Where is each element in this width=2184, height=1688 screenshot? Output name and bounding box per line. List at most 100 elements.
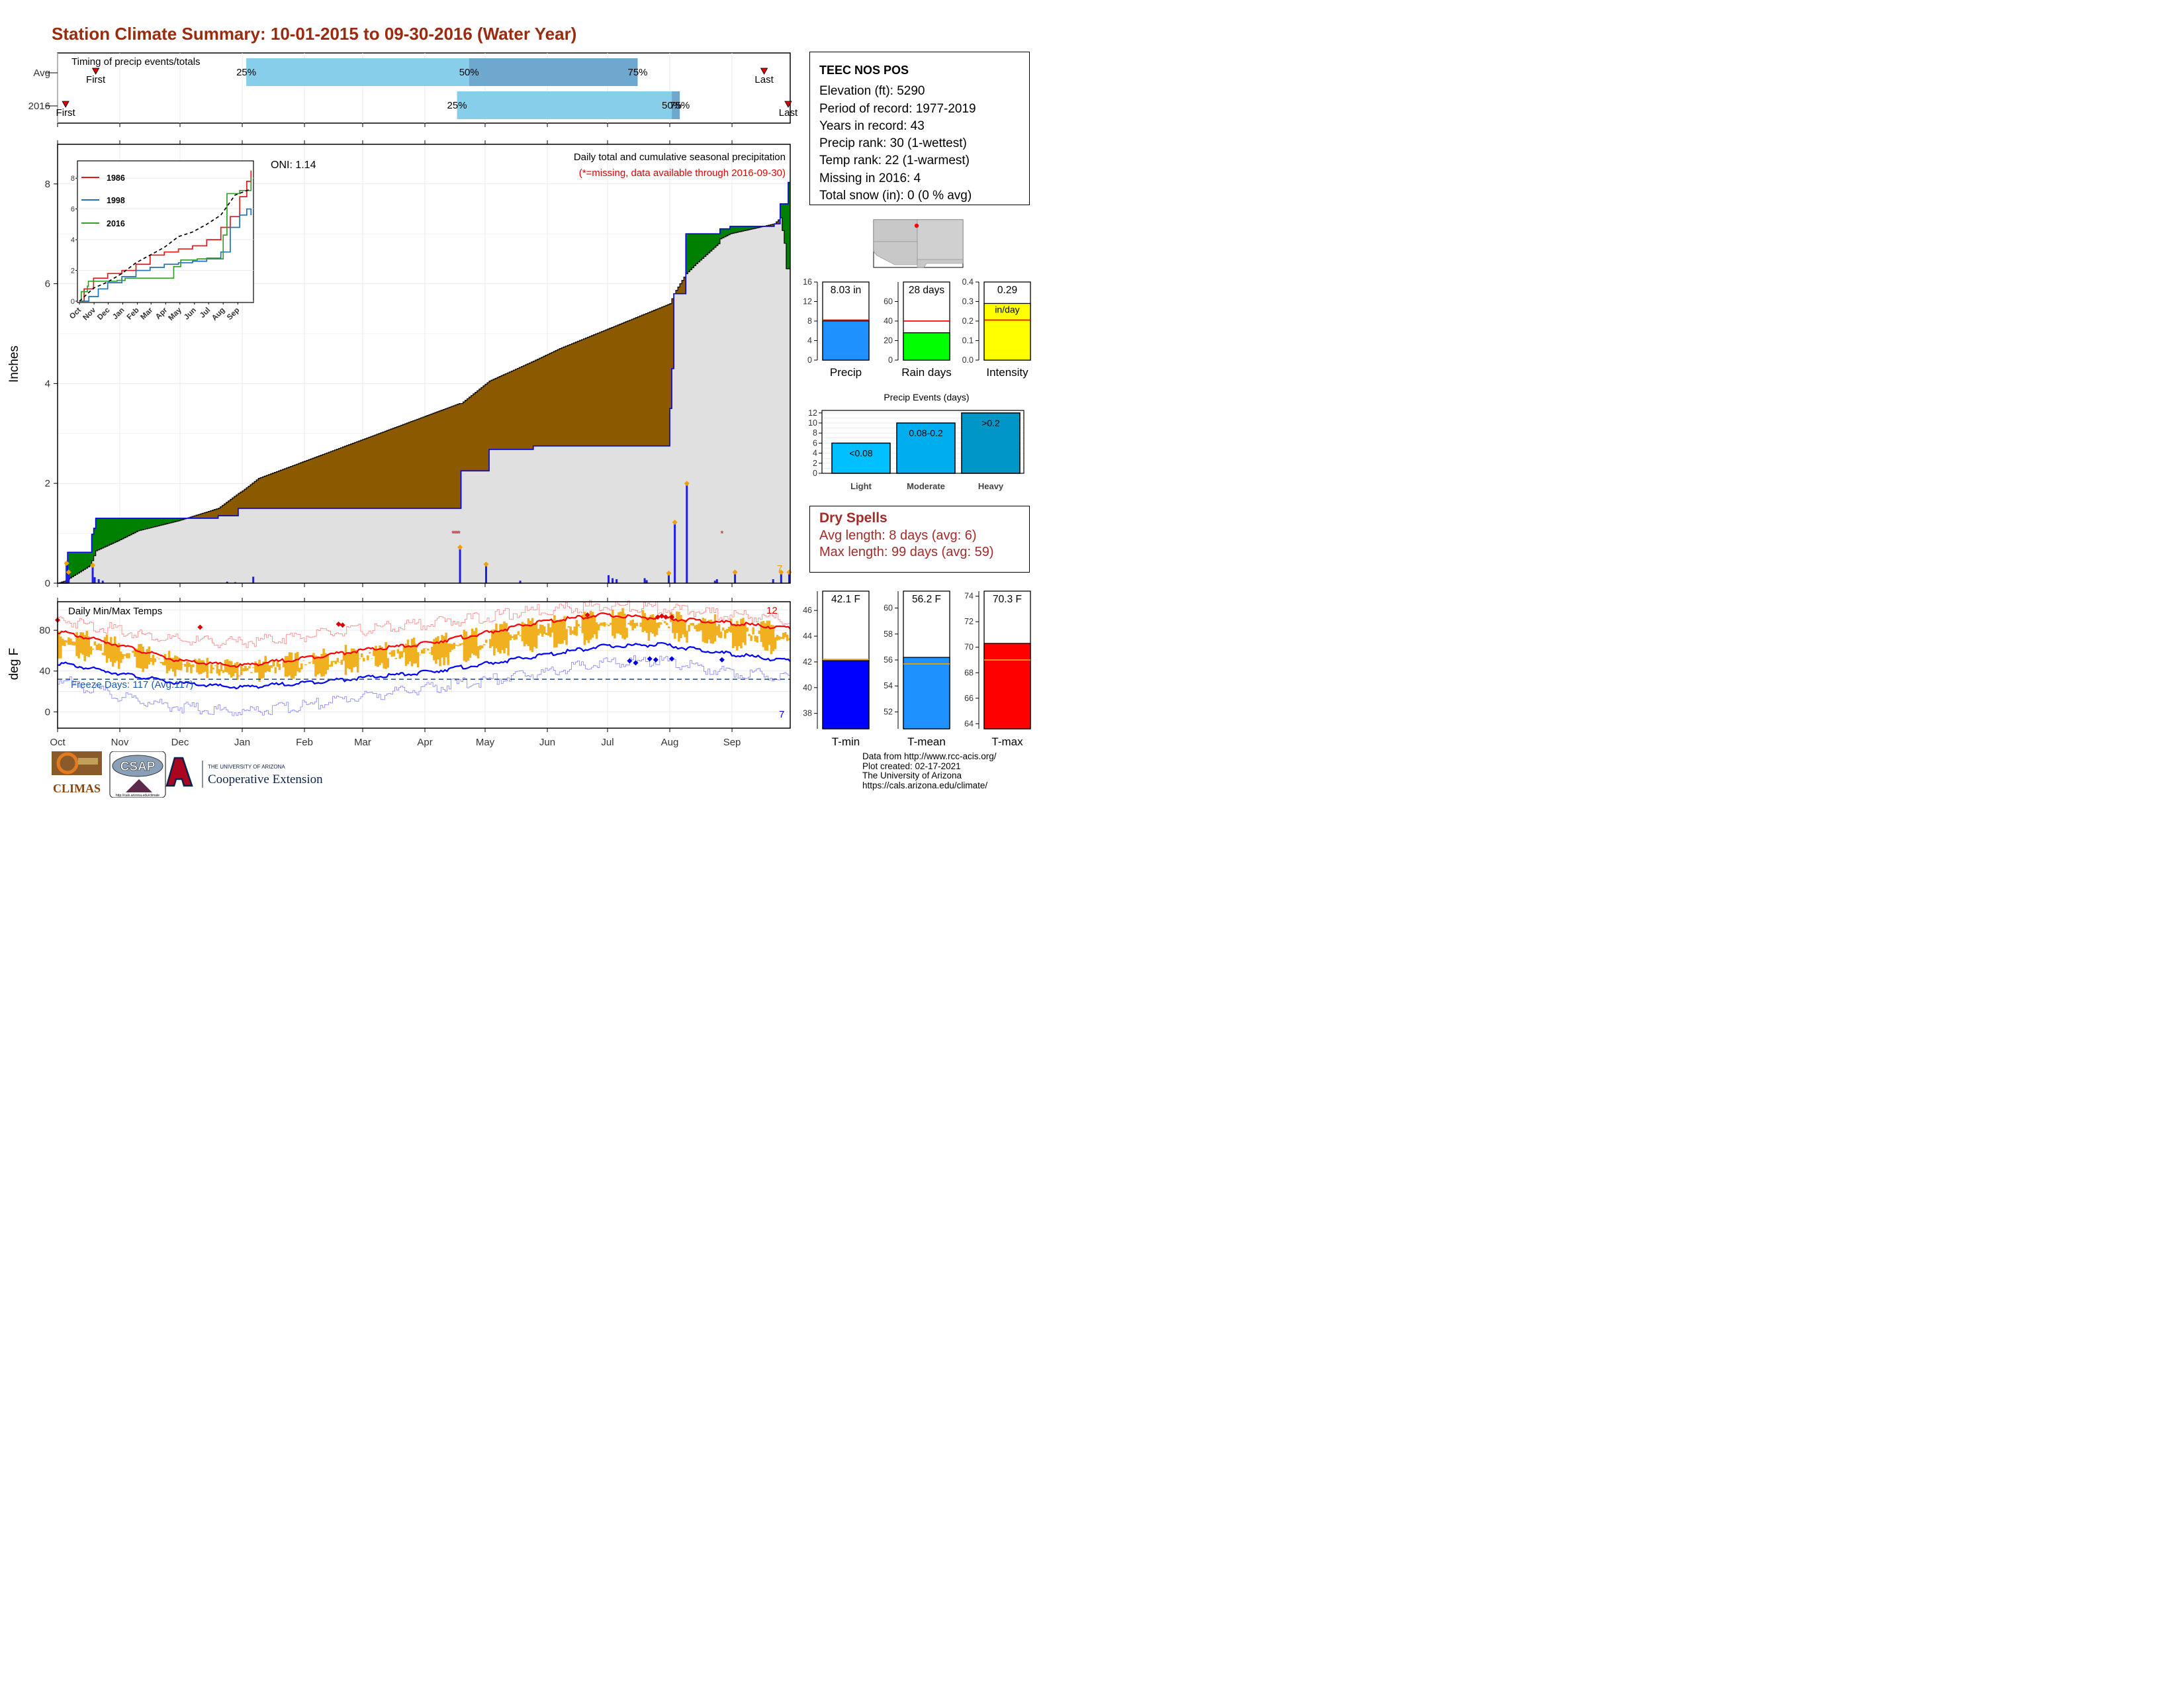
surplus-area (730, 226, 733, 234)
daily-temp-bar (758, 630, 761, 634)
daily-temp-bar (774, 637, 777, 649)
surplus-area (156, 518, 159, 527)
daily-temp-bar (521, 622, 524, 641)
record-low-marker (653, 657, 659, 663)
station-temp-rank: Temp rank: 22 (1-warmest) (819, 154, 970, 168)
deficit-area (451, 406, 453, 508)
deficit-area (336, 449, 340, 508)
daily-temp-bar (503, 621, 506, 653)
daily-temp-bar (220, 663, 223, 672)
surplus-area (132, 518, 134, 534)
daily-temp-bar (387, 658, 389, 668)
intensity-summary-ytick-label: 0.4 (962, 277, 974, 287)
deficit-area (485, 384, 488, 471)
daily-temp-bar (404, 643, 408, 667)
daily-temp-bar (623, 613, 626, 640)
daily-temp-bar (310, 661, 313, 663)
tmin-summary-ytick-label: 46 (803, 606, 812, 615)
daily-temp-bar (723, 630, 727, 639)
daily-temp-bar (371, 658, 373, 659)
deficit-area (260, 477, 263, 508)
deficit-area (381, 432, 383, 508)
daily-temp-bar (682, 620, 684, 635)
deficit-area (655, 309, 659, 446)
daily-temp-bar (627, 622, 630, 625)
daily-temp-bar (709, 620, 713, 644)
daily-temp-bar (320, 653, 323, 677)
temp-ylabel: deg F (7, 648, 21, 680)
deficit-area (667, 304, 670, 446)
deficit-area (216, 508, 219, 518)
daily-temp-bar (786, 634, 789, 641)
credit-date: Plot created: 02-17-2021 (862, 761, 961, 771)
daily-temp-bar (184, 663, 187, 667)
month-label: Sep (723, 737, 741, 748)
daily-temp-bar (778, 636, 781, 640)
daily-temp-bar (489, 639, 492, 649)
deficit-area (768, 225, 771, 226)
deficit-area (346, 445, 349, 508)
daily-temp-bar (593, 614, 596, 635)
daily-temp-bar (71, 641, 74, 645)
daily-temp-bar (414, 643, 418, 664)
credit-source: Data from http://www.rcc-acis.org/ (862, 751, 997, 761)
daily-temp-bar (97, 643, 101, 651)
daily-temp-bar (750, 635, 752, 641)
deficit-area (517, 368, 520, 449)
record-min-line (58, 655, 790, 716)
precip-summary-label: Precip (830, 366, 862, 379)
daily-temp-bar (727, 626, 731, 632)
surplus-area (690, 234, 692, 270)
precip-corner-count: 7 (777, 563, 782, 575)
daily-temp-bar (379, 645, 381, 665)
daily-temp-bar (563, 616, 566, 641)
temp-ytick-label: 40 (39, 666, 50, 677)
deficit-area (457, 404, 459, 508)
tmean-summary-ytick-label: 54 (884, 681, 893, 690)
credits: Data from http://www.rcc-acis.org/ Plot … (862, 751, 997, 790)
daily-temp-bar (400, 651, 404, 657)
surplus-area (688, 234, 690, 272)
deficit-area (422, 416, 426, 508)
surplus-area (702, 234, 704, 259)
deficit-area (369, 437, 371, 508)
daily-precip-bar (734, 572, 737, 583)
tmax-summary-bar (983, 643, 1031, 729)
station-elevation: Elevation (ft): 5290 (819, 84, 925, 99)
deficit-area (643, 314, 647, 446)
deficit-area (507, 373, 510, 449)
daily-temp-bar (244, 666, 247, 671)
daily-temp-bar (228, 661, 231, 675)
timing-avg-p50: 50% (459, 67, 479, 78)
deficit-area (567, 345, 570, 446)
daily-precip-bar (788, 572, 790, 583)
legend-1986: 1986 (107, 173, 125, 183)
daily-temp-bar (431, 646, 433, 655)
daily-temp-bar (194, 659, 197, 663)
daily-temp-bar (360, 653, 363, 657)
daily-temp-bar (212, 667, 215, 670)
daily-temp-bar (348, 651, 351, 670)
first-marker-avg (91, 68, 100, 75)
deficit-area (375, 435, 377, 508)
daily-temp-bar (342, 653, 345, 661)
daily-temp-bar (177, 657, 181, 671)
daily-temp-bar (109, 637, 113, 662)
daily-temp-bar (248, 666, 251, 669)
intensity-summary-label: Intensity (986, 366, 1028, 379)
daily-temp-bar (296, 651, 299, 672)
daily-precip-bar (226, 581, 228, 583)
deficit-area (234, 496, 237, 516)
daily-temp-bar (152, 654, 155, 665)
deficit-area (365, 438, 367, 508)
deficit-area (453, 405, 455, 508)
deficit-area (585, 338, 588, 446)
deficit-area (360, 440, 363, 508)
deficit-area (262, 477, 265, 508)
heavy-precip-marker (64, 560, 69, 566)
intensity-summary-bar (983, 303, 1031, 361)
daily-temp-bar (385, 642, 387, 669)
daily-temp-bar (721, 628, 725, 631)
surplus-area (742, 226, 745, 232)
daily-temp-bar (350, 648, 353, 673)
